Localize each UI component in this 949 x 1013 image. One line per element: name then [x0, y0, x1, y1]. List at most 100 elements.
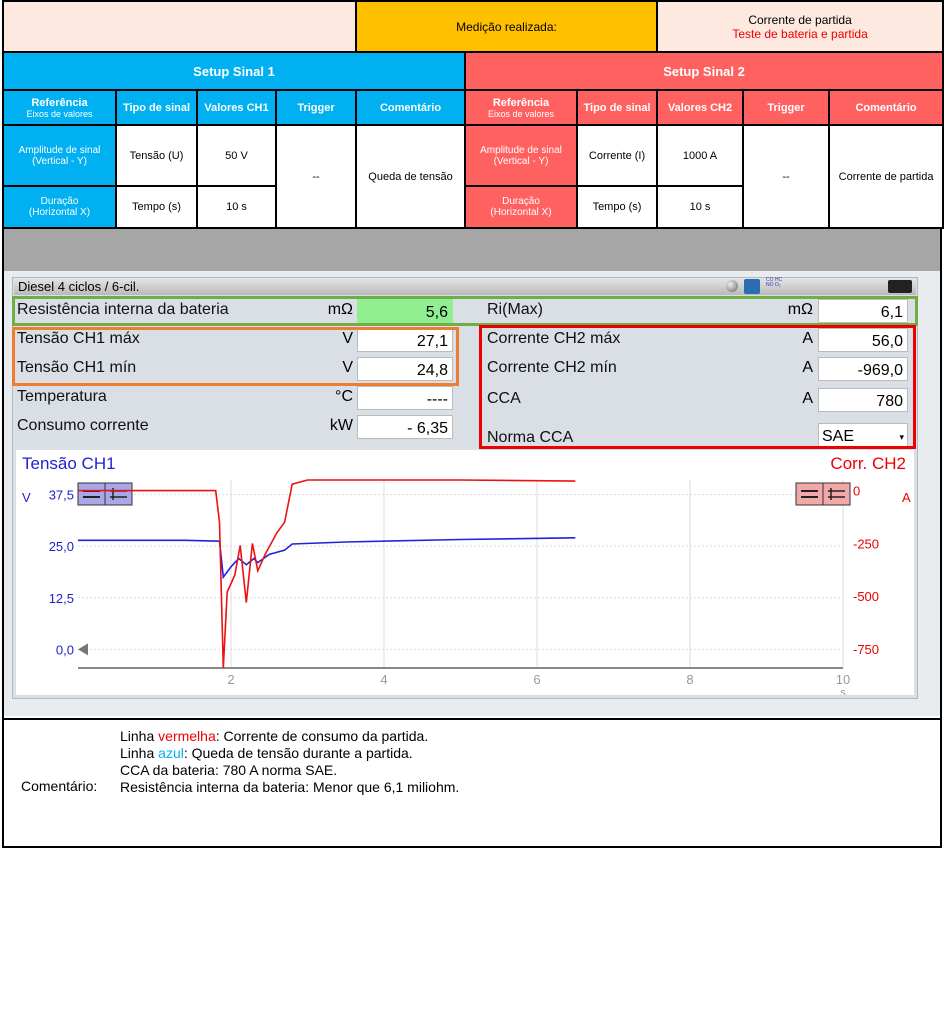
vehicle-icon[interactable]	[744, 279, 760, 294]
field-unit: °C	[335, 388, 353, 405]
field-unit: V	[342, 330, 353, 347]
field-value: 5,6	[357, 299, 453, 323]
header-trigger: Trigger	[742, 89, 831, 126]
setup1-title: Setup Sinal 1	[2, 51, 466, 91]
left-tick-label: 12,5	[49, 591, 74, 606]
row-ref-sub: (Vertical - Y)	[493, 155, 549, 167]
x-unit: s	[840, 687, 846, 695]
comment-value: Corrente de partida	[828, 124, 945, 229]
field-value: 56,0	[818, 328, 908, 352]
signal-value: 50 V	[196, 124, 277, 187]
field-label: Consumo corrente	[17, 417, 149, 434]
left-tick-label: 25,0	[49, 539, 74, 554]
left-tick-label: 37,5	[49, 487, 74, 502]
header-ref-sub: Eixos de valores	[487, 108, 555, 119]
tester-title: Diesel 4 ciclos / 6-cil. CO HC NO O₂	[14, 278, 916, 295]
field-unit: kW	[329, 417, 353, 434]
field-unit: mΩ	[787, 301, 813, 318]
trigger-value: --	[275, 124, 357, 229]
field-unit: A	[802, 359, 813, 376]
status-led-icon	[726, 280, 738, 292]
arrow-icon	[828, 488, 845, 500]
battery-icon	[888, 280, 912, 293]
header-comment: Comentário	[355, 89, 466, 126]
left-title: Tensão CH1	[22, 454, 116, 473]
field-label: Temperatura	[17, 388, 107, 405]
field-label: Tensão CH1 mín	[17, 359, 137, 376]
comment-line: CCA da bateria: 780 A norma SAE.	[120, 762, 338, 778]
waveform-chart: Tensão CH1 Corr. CH2 V A 0,0 12,5 25,0 37,5 0 -25…	[16, 450, 914, 699]
header-type: Tipo de sinal	[575, 89, 659, 126]
header-trigger: Trigger	[275, 89, 357, 126]
trigger-value: --	[742, 124, 831, 229]
setup-table: Medição realizada: Corrente de partida Te…	[2, 0, 945, 229]
field-label: Ri(Max)	[487, 301, 543, 318]
field-label: Corrente CH2 mín	[487, 359, 617, 376]
row-ref: Duração	[40, 196, 79, 207]
header-ref: Referência	[492, 96, 550, 109]
right-title: Corr. CH2	[830, 454, 906, 473]
row-ref-sub: (Horizontal X)	[490, 207, 552, 218]
cca-norm-select[interactable]: SAE ▾	[818, 423, 908, 447]
signal-value: 1000 A	[656, 124, 745, 187]
setup2-title: Setup Sinal 2	[463, 51, 945, 91]
lines-icon	[801, 490, 818, 498]
current-highlight	[479, 325, 916, 449]
field-value: - 6,35	[357, 415, 453, 439]
row-ref-sub: (Horizontal X)	[28, 207, 91, 218]
field-value: 780	[818, 388, 908, 412]
x-tick-label: 6	[533, 672, 540, 687]
x-tick-label: 4	[380, 672, 387, 687]
field-value: 24,8	[357, 357, 453, 381]
series-line-1	[78, 537, 576, 580]
separator-band	[4, 229, 940, 271]
field-value: -969,0	[818, 357, 908, 381]
comment-line: Linha vermelha: Corrente de consumo da p…	[120, 728, 429, 744]
comment-label: Comentário:	[21, 778, 98, 794]
resistance-highlight	[12, 296, 918, 326]
comment-line: Resistência interna da bateria: Menor qu…	[120, 779, 460, 795]
row-ref-sub: (Vertical - Y)	[32, 155, 87, 167]
row-ref: Duração	[502, 196, 540, 207]
field-label: Resistência interna da bateria	[17, 301, 229, 318]
left-unit: V	[22, 490, 31, 505]
right-unit: A	[902, 490, 911, 505]
field-label: CCA	[487, 390, 521, 407]
signal-type: Tensão (U)	[115, 124, 198, 187]
header-values: Valores CH2	[656, 89, 745, 126]
signal-value: 10 s	[196, 185, 277, 229]
header-values: Valores CH1	[196, 89, 277, 126]
chart-svg: Tensão CH1 Corr. CH2 V A 0,0 12,5 25,0 37,5 0 -25…	[22, 454, 911, 699]
right-tick-label: 0	[853, 484, 860, 499]
right-tick-label: -500	[853, 589, 879, 604]
logo-cell	[2, 0, 357, 53]
row-ref: Amplitude de sinal	[480, 144, 562, 156]
field-unit: A	[802, 390, 813, 407]
signal-value: 10 s	[656, 185, 745, 229]
header-ref: Referência	[31, 96, 88, 109]
field-unit: V	[342, 359, 353, 376]
series-line-2	[78, 479, 576, 669]
field-value: 6,1	[818, 299, 908, 323]
field-unit: A	[802, 330, 813, 347]
field-label: Corrente CH2 máx	[487, 330, 621, 347]
comment-line: Linha azul: Queda de tensão durante a pa…	[120, 745, 413, 761]
signal-type: Corrente (I)	[575, 124, 659, 187]
row-ref: Amplitude de sinal	[18, 144, 101, 156]
ch1-ground-marker-icon	[78, 643, 88, 656]
emissions-icon[interactable]: CO HC NO O₂	[766, 277, 783, 288]
field-label: Norma CCA	[487, 429, 574, 446]
signal-type: Tempo (s)	[115, 185, 198, 229]
engine-type: Diesel 4 ciclos / 6-cil.	[18, 279, 140, 294]
field-label: Tensão CH1 máx	[17, 330, 140, 347]
header-type: Tipo de sinal	[115, 89, 198, 126]
field-value: ----	[357, 386, 453, 410]
x-tick-label: 2	[227, 672, 234, 687]
chevron-down-icon: ▾	[899, 432, 904, 442]
signal-type: Tempo (s)	[575, 185, 659, 229]
measurement-subtitle: Teste de bateria e partida	[732, 26, 868, 41]
right-tick-label: -250	[853, 536, 879, 551]
comment-value: Queda de tensão	[355, 124, 466, 229]
header-ref-sub: Eixos de valores	[26, 108, 93, 119]
comment-section: Comentário: Linha vermelha: Corrente de …	[4, 718, 940, 846]
